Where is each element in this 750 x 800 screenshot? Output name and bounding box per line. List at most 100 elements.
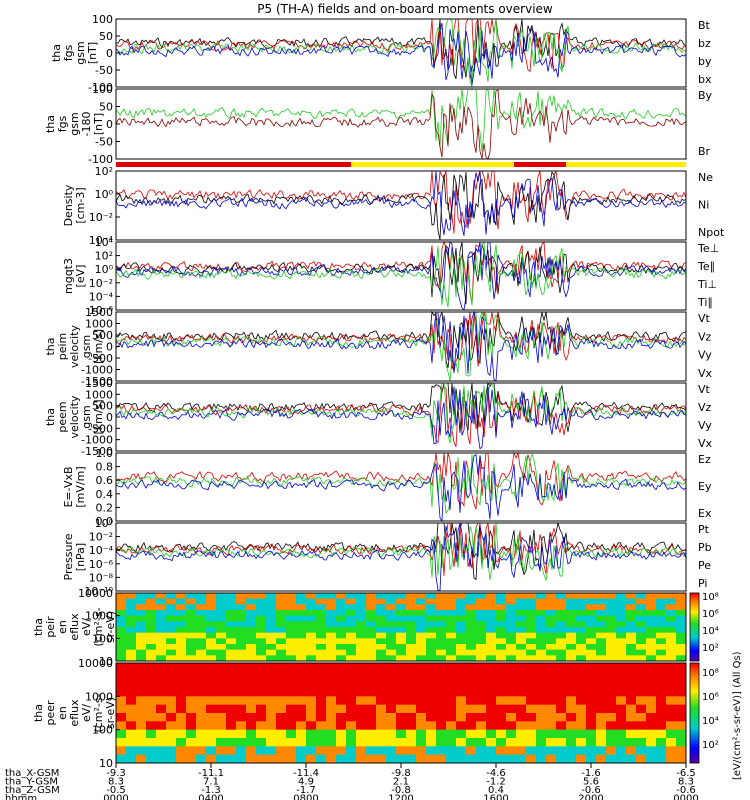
heatmap-cell xyxy=(626,754,637,764)
y-axis-label: en xyxy=(56,620,69,634)
heatmap-cell xyxy=(426,746,437,756)
heatmap-cell xyxy=(586,713,597,722)
heatmap-cell xyxy=(296,754,307,764)
heatmap-cell xyxy=(546,621,557,628)
heatmap-cell xyxy=(136,621,147,628)
heatmap-cell xyxy=(246,593,257,600)
heatmap-cell xyxy=(236,649,247,656)
heatmap-cell xyxy=(666,754,677,764)
heatmap-cell xyxy=(606,593,617,600)
heatmap-cell xyxy=(246,655,257,662)
heatmap-cell xyxy=(156,632,167,639)
heatmap-cell xyxy=(356,598,367,605)
heatmap-cell xyxy=(616,644,627,651)
heatmap-cell xyxy=(596,729,607,739)
heatmap-cell xyxy=(666,621,677,628)
heatmap-cell xyxy=(466,598,477,605)
heatmap-cell xyxy=(176,671,187,681)
heatmap-cell xyxy=(596,649,607,656)
heatmap-cell xyxy=(216,604,227,611)
colorbar-tick-label: 10² xyxy=(702,740,719,751)
heatmap-cell xyxy=(486,754,497,764)
heatmap-cell xyxy=(536,721,547,731)
heatmap-cell xyxy=(416,671,427,681)
heatmap-cell xyxy=(566,663,577,672)
heatmap-cell xyxy=(226,704,237,714)
heatmap-cell xyxy=(646,644,657,651)
heatmap-cell xyxy=(436,615,447,622)
heatmap-cell xyxy=(526,746,537,756)
heatmap-cell xyxy=(546,627,557,634)
heatmap-cell xyxy=(236,621,247,628)
heatmap-cell xyxy=(646,638,657,645)
heatmap-cell xyxy=(656,593,667,600)
series-line-Pi xyxy=(115,522,687,592)
heatmap-cell xyxy=(326,610,337,617)
y-axis-label: [km/s] xyxy=(92,399,105,434)
heatmap-cell xyxy=(456,627,467,634)
heatmap-cell xyxy=(466,679,477,689)
heatmap-cell xyxy=(516,644,527,651)
heatmap-cell xyxy=(156,729,167,739)
heatmap-cell xyxy=(516,696,527,706)
heatmap-cell xyxy=(516,655,527,662)
y-axis-label: tha xyxy=(32,618,45,636)
heatmap-cell xyxy=(366,615,377,622)
series-line-Br xyxy=(115,89,687,160)
heatmap-cell xyxy=(346,655,357,662)
heatmap-cell xyxy=(146,746,157,756)
heatmap-cell xyxy=(416,649,427,656)
heatmap-cell xyxy=(136,604,147,611)
heatmap-cell xyxy=(526,713,537,722)
series-line-Te∥ xyxy=(115,241,687,305)
heatmap-cell xyxy=(636,729,647,739)
heatmap-cell xyxy=(416,655,427,662)
heatmap-cell xyxy=(326,649,337,656)
heatmap-cell xyxy=(206,598,217,605)
legend-Vz: Vz xyxy=(698,330,712,343)
heatmap-cell xyxy=(606,649,617,656)
heatmap-cell xyxy=(576,671,587,681)
heatmap-cell xyxy=(186,655,197,662)
heatmap-cell xyxy=(296,649,307,656)
heatmap-cell xyxy=(126,655,137,662)
heatmap-cell xyxy=(256,644,267,651)
series-line-Pe xyxy=(115,522,687,581)
heatmap-cell xyxy=(176,721,187,731)
heatmap-cell xyxy=(486,729,497,739)
panel-7-plot xyxy=(115,451,687,523)
y-axis-label: Density xyxy=(62,184,75,226)
heatmap-cell xyxy=(576,615,587,622)
heatmap-cell xyxy=(526,671,537,681)
heatmap-cell xyxy=(196,649,207,656)
legend-Ey: Ey xyxy=(698,480,712,493)
heatmap-cell xyxy=(476,627,487,634)
heatmap-cell xyxy=(536,679,547,689)
heatmap-cell xyxy=(336,621,347,628)
heatmap-cell xyxy=(346,754,357,764)
heatmap-cell xyxy=(586,704,597,714)
heatmap-cell xyxy=(306,679,317,689)
heatmap-cell xyxy=(426,671,437,681)
heatmap-cell xyxy=(616,738,627,747)
heatmap-cell xyxy=(336,713,347,722)
heatmap-cell xyxy=(306,632,317,639)
heatmap-cell xyxy=(416,679,427,689)
heatmap-cell xyxy=(596,754,607,764)
heatmap-cell xyxy=(146,663,157,672)
heatmap-cell xyxy=(316,729,327,739)
heatmap-cell xyxy=(596,704,607,714)
heatmap-cell xyxy=(636,679,647,689)
heatmap-cell xyxy=(226,754,237,764)
heatmap-cell xyxy=(526,610,537,617)
heatmap-cell xyxy=(506,679,517,689)
heatmap-cell xyxy=(466,610,477,617)
heatmap-cell xyxy=(466,688,477,697)
heatmap-cell xyxy=(136,704,147,714)
heatmap-cell xyxy=(126,663,137,672)
heatmap-cell xyxy=(576,621,587,628)
heatmap-cell xyxy=(446,644,457,651)
heatmap-cell xyxy=(226,721,237,731)
heatmap-cell xyxy=(196,604,207,611)
heatmap-cell xyxy=(486,738,497,747)
